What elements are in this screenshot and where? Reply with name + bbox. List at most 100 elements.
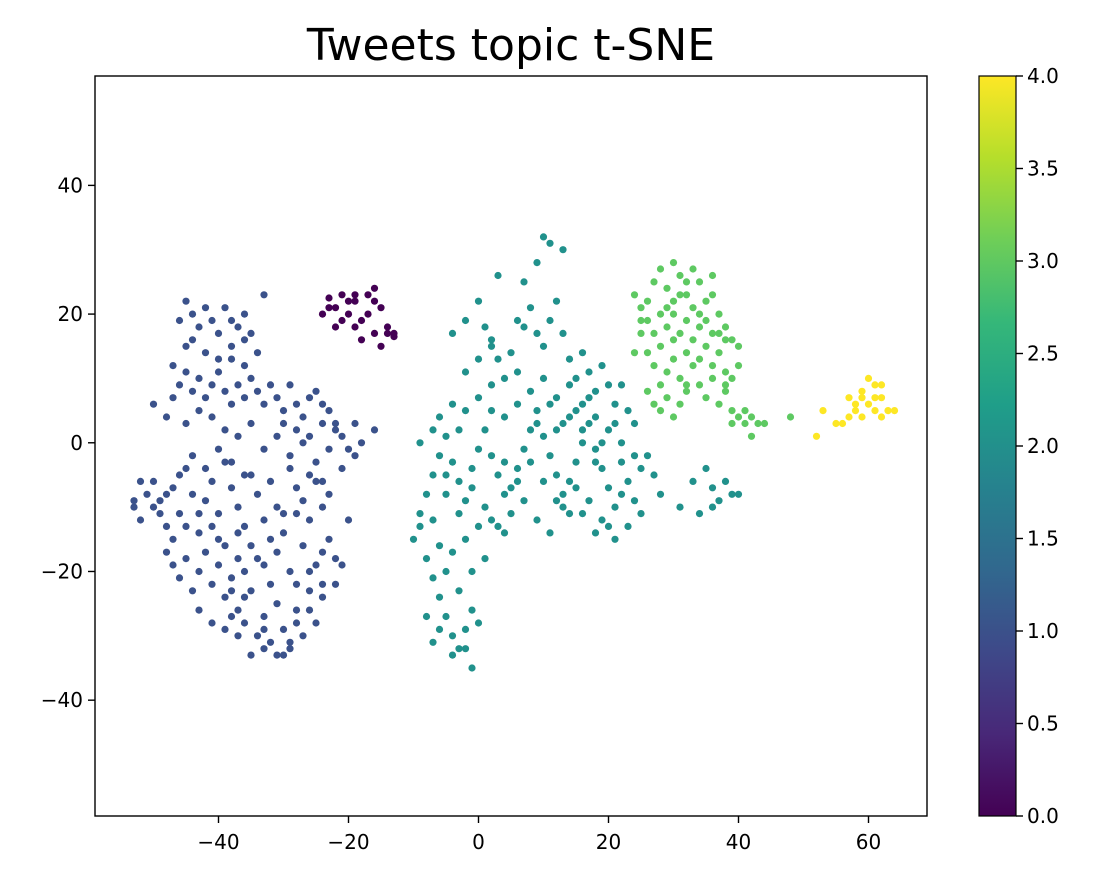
scatter-point-topic-2	[539, 374, 548, 382]
scatter-point-topic-1	[208, 619, 216, 627]
scatter-point-topic-2	[448, 329, 457, 337]
scatter-point-topic-2	[468, 484, 476, 492]
x-tick-label: −40	[197, 830, 239, 854]
scatter-point-topic-2	[598, 362, 606, 370]
scatter-point-topic-2	[461, 625, 470, 634]
scatter-point-topic-2	[468, 606, 476, 614]
scatter-point-topic-2	[461, 497, 470, 505]
scatter-point-topic-2	[487, 336, 496, 344]
scatter-point-topic-2	[721, 477, 730, 485]
scatter-point-topic-2	[455, 645, 463, 653]
scatter-point-topic-3	[663, 323, 671, 331]
scatter-point-topic-1	[325, 445, 333, 453]
scatter-point-topic-2	[539, 342, 548, 350]
scatter-point-topic-2	[448, 548, 457, 556]
scatter-point-topic-0	[364, 291, 372, 299]
scatter-point-topic-2	[533, 259, 541, 267]
scatter-point-topic-0	[351, 297, 359, 305]
scatter-point-topic-1	[253, 387, 262, 395]
scatter-point-topic-2	[500, 529, 509, 537]
scatter-point-topic-1	[175, 471, 184, 479]
scatter-point-topic-2	[429, 426, 437, 434]
scatter-point-topic-1	[279, 651, 288, 659]
scatter-point-topic-3	[643, 316, 652, 325]
scatter-point-topic-2	[409, 535, 418, 543]
scatter-point-topic-1	[318, 400, 327, 408]
scatter-point-topic-1	[234, 323, 242, 331]
scatter-point-topic-3	[689, 265, 697, 273]
scatter-point-topic-0	[364, 310, 372, 318]
scatter-point-topic-1	[188, 336, 197, 344]
scatter-point-topic-2	[650, 471, 658, 479]
scatter-point-topic-2	[429, 471, 437, 479]
scatter-point-topic-1	[357, 439, 366, 447]
scatter-point-topic-1	[279, 509, 288, 518]
scatter-point-topic-1	[318, 548, 327, 556]
scatter-point-topic-1	[175, 509, 184, 518]
scatter-point-topic-1	[162, 413, 171, 421]
scatter-point-topic-2	[500, 413, 509, 421]
scatter-point-topic-1	[221, 387, 229, 395]
scatter-point-topic-3	[669, 336, 678, 344]
scatter-point-topic-2	[468, 567, 476, 576]
scatter-point-topic-1	[292, 619, 301, 627]
scatter-point-topic-2	[526, 304, 535, 312]
scatter-point-topic-1	[214, 535, 223, 543]
colorbar-tick-label: 2.5	[1027, 342, 1059, 366]
scatter-point-topic-0	[357, 316, 366, 325]
y-tick-label: 20	[58, 302, 83, 326]
scatter-point-topic-1	[201, 548, 210, 556]
scatter-point-topic-1	[331, 426, 340, 434]
scatter-point-topic-2	[481, 503, 489, 511]
colorbar-tick-label: 3.5	[1027, 157, 1059, 181]
scatter-point-topic-0	[370, 284, 379, 292]
scatter-point-topic-1	[266, 638, 275, 646]
scatter-point-topic-0	[318, 310, 327, 318]
scatter-point-topic-1	[273, 651, 281, 659]
scatter-point-topic-2	[702, 464, 710, 473]
scatter-point-topic-2	[461, 645, 470, 653]
scatter-point-topic-2	[637, 509, 645, 518]
scatter-point-topic-1	[312, 561, 320, 569]
scatter-point-topic-4	[871, 381, 879, 389]
scatter-point-topic-2	[552, 471, 561, 479]
scatter-point-topic-2	[435, 625, 444, 634]
scatter-point-topic-2	[487, 516, 496, 524]
scatter-point-topic-3	[728, 336, 736, 344]
scatter-point-topic-1	[325, 535, 333, 543]
scatter-point-topic-1	[344, 445, 353, 453]
scatter-point-topic-2	[598, 464, 606, 473]
scatter-point-topic-2	[585, 497, 593, 505]
scatter-point-topic-1	[279, 407, 288, 415]
scatter-point-topic-2	[630, 419, 639, 428]
scatter-point-topic-2	[455, 587, 463, 595]
scatter-point-topic-2	[552, 497, 561, 505]
scatter-point-topic-1	[195, 374, 203, 382]
scatter-point-topic-3	[669, 259, 678, 267]
scatter-point-topic-4	[812, 432, 821, 440]
scatter-point-topic-4	[884, 407, 892, 415]
scatter-point-topic-1	[286, 567, 294, 576]
scatter-point-topic-1	[227, 355, 236, 363]
y-tick-label: 0	[70, 431, 83, 455]
scatter-point-topic-3	[643, 297, 652, 305]
scatter-point-topic-2	[572, 458, 580, 466]
scatter-point-topic-2	[643, 452, 652, 460]
scatter-point-topic-1	[130, 497, 138, 505]
scatter-point-topic-1	[240, 394, 249, 402]
scatter-point-topic-1	[175, 574, 184, 582]
scatter-point-topic-2	[520, 278, 528, 286]
scatter-point-topic-3	[656, 310, 665, 318]
scatter-point-topic-2	[442, 612, 450, 621]
scatter-point-topic-1	[299, 542, 307, 550]
scatter-point-topic-1	[227, 342, 236, 350]
scatter-point-topic-3	[708, 271, 717, 280]
scatter-point-topic-1	[149, 503, 158, 511]
scatter-point-topic-2	[455, 426, 463, 434]
scatter-point-topic-3	[708, 291, 717, 299]
scatter-point-topic-2	[728, 490, 736, 498]
scatter-point-topic-1	[273, 600, 281, 608]
scatter-point-topic-3	[708, 362, 717, 370]
scatter-point-topic-2	[494, 471, 502, 479]
scatter-point-topic-1	[227, 400, 236, 408]
